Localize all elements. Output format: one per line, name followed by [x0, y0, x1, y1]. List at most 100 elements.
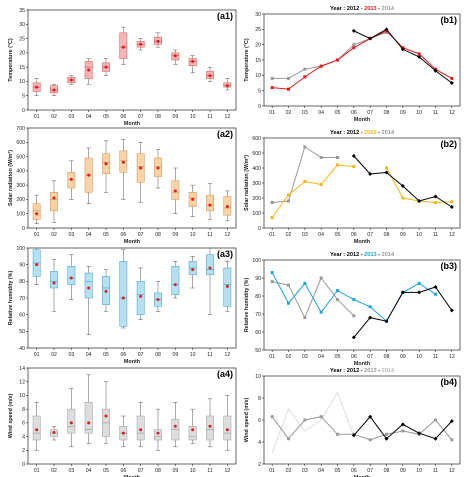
- box-07: [136, 402, 145, 448]
- x-tick-label: 02: [286, 232, 292, 238]
- box-mean-point: [173, 424, 177, 428]
- box-mean-point: [87, 173, 91, 177]
- x-tick-label: 05: [335, 232, 341, 238]
- box-iqr: [67, 266, 76, 285]
- panel-label: (a1): [217, 11, 233, 21]
- x-tick-label: 03: [302, 232, 308, 238]
- y-tick-label: 90: [255, 276, 261, 282]
- box-mean-point: [156, 166, 160, 170]
- series-point: [385, 30, 388, 34]
- box-iqr: [84, 272, 93, 299]
- x-tick-label: 05: [103, 468, 109, 474]
- box-mean-point: [139, 428, 143, 432]
- x-tick-label: 10: [416, 354, 422, 360]
- title-year-2014: 2014: [382, 130, 395, 136]
- series-1: [270, 415, 454, 442]
- y-tick-label: 500: [252, 151, 261, 157]
- y-tick-label: 200: [16, 197, 25, 203]
- x-tick-label: 05: [103, 232, 109, 238]
- y-tick-label: 300: [252, 181, 261, 187]
- box-iqr: [32, 415, 41, 441]
- y-axis-label: Solar radiation (W/m²): [244, 155, 250, 211]
- title-separator: -: [377, 252, 382, 258]
- box-iqr: [119, 261, 128, 327]
- x-tick-label: 10: [190, 114, 196, 120]
- y-tick-label: 15: [255, 58, 261, 64]
- box-mean-point: [121, 296, 125, 300]
- series-point: [336, 58, 339, 62]
- x-tick-label: 04: [86, 352, 92, 358]
- box-mean-point: [52, 196, 56, 200]
- x-tick-label: 05: [335, 354, 341, 360]
- x-tick-label: 06: [351, 232, 357, 238]
- x-tick-label: 02: [286, 110, 292, 116]
- box-mean-point: [208, 266, 212, 270]
- box-mean-point: [52, 88, 56, 92]
- series-point: [352, 314, 356, 318]
- box-09: [171, 261, 180, 299]
- y-tick-label: 30: [19, 22, 25, 28]
- x-tick-label: 11: [207, 114, 212, 120]
- panel-a2: 0 100 200 300 400 500 600 700 01 02 03 04 05 06 07 08 09…: [8, 126, 237, 245]
- series-point: [287, 193, 290, 197]
- series-point: [400, 422, 405, 427]
- series-point: [319, 310, 323, 314]
- box-iqr: [171, 266, 180, 295]
- x-tick-label: 03: [68, 468, 74, 474]
- series-point: [351, 154, 356, 158]
- y-tick-label: 80: [19, 279, 25, 285]
- series-point: [303, 67, 307, 71]
- y-tick-label: 2: [22, 448, 25, 454]
- series-point: [368, 172, 373, 176]
- box-mean-point: [35, 212, 39, 216]
- title-year-2014: 2014: [382, 252, 395, 258]
- box-mean-point: [208, 74, 212, 78]
- box-06: [119, 139, 128, 200]
- x-tick-label: 07: [138, 232, 144, 238]
- box-07: [136, 38, 145, 51]
- x-tick-label: 02: [51, 352, 57, 358]
- box-iqr: [206, 415, 214, 441]
- chart-title: Year : 2012 - 2013 - 2014: [330, 368, 395, 374]
- panel-a4: 02468101214010203040506070809101112Month…: [8, 366, 237, 477]
- series-line: [353, 28, 453, 84]
- x-tick-label: 11: [207, 352, 212, 358]
- series-point: [385, 166, 388, 170]
- box-iqr: [136, 415, 145, 441]
- box-05: [102, 58, 110, 76]
- box-08: [154, 32, 162, 48]
- plot-frame: [27, 9, 237, 111]
- x-tick-label: 11: [207, 232, 212, 238]
- box-mean-point: [173, 283, 177, 287]
- series-point: [449, 81, 454, 85]
- y-tick-label: 100: [252, 211, 261, 217]
- box-mean-point: [35, 85, 39, 89]
- panel-label: (b4): [441, 377, 458, 387]
- series-point: [351, 28, 356, 33]
- box-03: [67, 75, 76, 85]
- series-point: [351, 433, 356, 438]
- series-point: [303, 316, 307, 320]
- y-tick-label: 80: [255, 294, 261, 300]
- x-tick-label: 09: [400, 468, 406, 474]
- box-02: [50, 426, 58, 441]
- y-tick-label: 5: [22, 94, 25, 100]
- y-tick-label: 300: [16, 183, 25, 189]
- series-1: [270, 29, 454, 91]
- box-mean-point: [52, 430, 56, 434]
- series-point: [270, 216, 274, 219]
- series-2: [351, 154, 454, 209]
- box-iqr: [206, 194, 214, 212]
- y-tick-label: 8: [22, 407, 25, 413]
- series-point: [385, 432, 388, 436]
- box-mean-point: [225, 84, 229, 88]
- box-mean-point: [69, 276, 73, 280]
- title-prefix: Year :: [330, 6, 347, 12]
- box-iqr: [188, 426, 197, 441]
- series-point: [319, 183, 323, 186]
- box-mean-point: [191, 59, 195, 63]
- box-10: [188, 408, 197, 444]
- title-year-2014: 2014: [382, 6, 395, 12]
